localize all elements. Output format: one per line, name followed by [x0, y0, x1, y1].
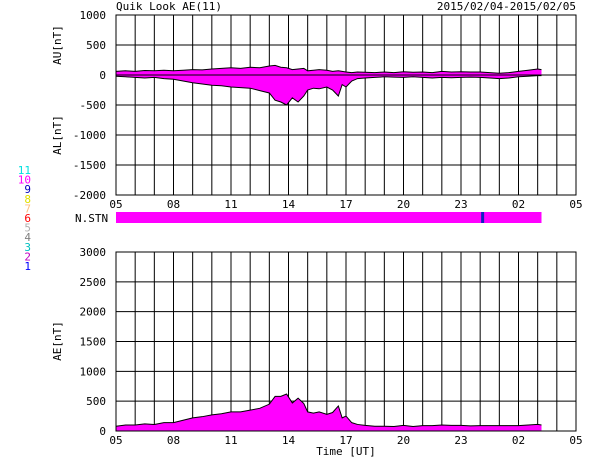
y-tick-label: 500: [86, 395, 106, 408]
ae-y-tick-labels: 3000 2500 2000 1500 1000 500 0: [80, 246, 107, 438]
x-tick-label: 20: [397, 198, 410, 211]
au-series-line: [115, 64, 542, 74]
y-tick-label: -2000: [73, 189, 106, 202]
y-tick-label: 1000: [80, 9, 107, 22]
station-legend-item: 9: [24, 183, 31, 196]
x-tick-label: 05: [109, 434, 122, 447]
station-legend-item: 2: [24, 250, 31, 263]
ae-plot-frame: [115, 251, 577, 432]
x-tick-label: 05: [569, 434, 582, 447]
station-legend-item: 6: [24, 212, 31, 225]
station-legend-item: 7: [24, 202, 31, 215]
x-tick-label: 05: [109, 198, 122, 211]
x-tick-label: 23: [454, 434, 467, 447]
x-tick-label: 05: [569, 198, 582, 211]
au-al-x-tick-labels: 05 08 11 14 17 20 23 02 05: [109, 198, 582, 211]
y-tick-label: -500: [80, 99, 107, 112]
station-legend-item: 3: [24, 241, 31, 254]
ae-grid: [115, 251, 577, 432]
x-tick-label: 11: [224, 434, 237, 447]
date-range: 2015/02/04-2015/02/05: [437, 0, 576, 13]
chart-title: Quik Look AE(11): [116, 0, 222, 13]
x-axis-label: Time [UT]: [316, 445, 376, 458]
au-al-y-tick-labels: 1000 500 0 -500 -1000 -1500 -2000: [73, 9, 106, 202]
al-axis-label: AL[nT]: [51, 115, 64, 155]
y-tick-label: 1500: [80, 336, 107, 349]
y-tick-label: 0: [99, 425, 106, 438]
y-tick-label: 2000: [80, 306, 107, 319]
station-marker: [481, 212, 485, 223]
station-legend-item: 11: [18, 164, 31, 177]
station-legend-item: 10: [18, 174, 31, 187]
x-tick-label: 14: [282, 198, 296, 211]
station-legend-item: 4: [24, 231, 31, 244]
y-tick-label: 1000: [80, 365, 107, 378]
ae-x-tick-labels: 05 08 11 14 17 20 23 02 05: [109, 434, 582, 447]
y-tick-label: 500: [86, 39, 106, 52]
x-tick-label: 02: [512, 434, 525, 447]
x-tick-label: 11: [224, 198, 237, 211]
x-tick-label: 14: [282, 434, 296, 447]
au-axis-label: AU[nT]: [51, 25, 64, 65]
station-legend-item: 1: [24, 260, 31, 273]
station-legend-item: 5: [24, 222, 31, 235]
y-tick-label: 3000: [80, 246, 107, 259]
y-tick-label: -1500: [73, 159, 106, 172]
au-al-panel: 1000 500 0 -500 -1000 -1500 -2000 05 08 11 14 17 20…: [51, 9, 583, 211]
station-legend-item: 8: [24, 193, 31, 206]
au-al-grid: [115, 14, 577, 196]
y-tick-label: 0: [99, 69, 106, 82]
x-tick-label: 20: [397, 434, 410, 447]
x-tick-label: 02: [512, 198, 525, 211]
x-tick-label: 08: [167, 198, 180, 211]
x-tick-label: 17: [339, 434, 352, 447]
x-tick-label: 17: [339, 198, 352, 211]
y-tick-label: -1000: [73, 129, 106, 142]
au-al-fill-area: [116, 65, 542, 105]
x-tick-label: 08: [167, 434, 180, 447]
station-coverage-bar: [116, 212, 542, 223]
au-al-plot-frame: [115, 14, 577, 196]
y-tick-label: 2500: [80, 276, 107, 289]
ae-fill-area: [116, 394, 542, 431]
ae-axis-label: AE[nT]: [51, 321, 64, 361]
al-series-line: [115, 75, 542, 106]
ae-series-line: [115, 393, 542, 428]
station-bar-label: N.STN: [75, 212, 108, 225]
x-tick-label: 23: [454, 198, 467, 211]
station-bar-panel: N.STN: [75, 212, 542, 225]
